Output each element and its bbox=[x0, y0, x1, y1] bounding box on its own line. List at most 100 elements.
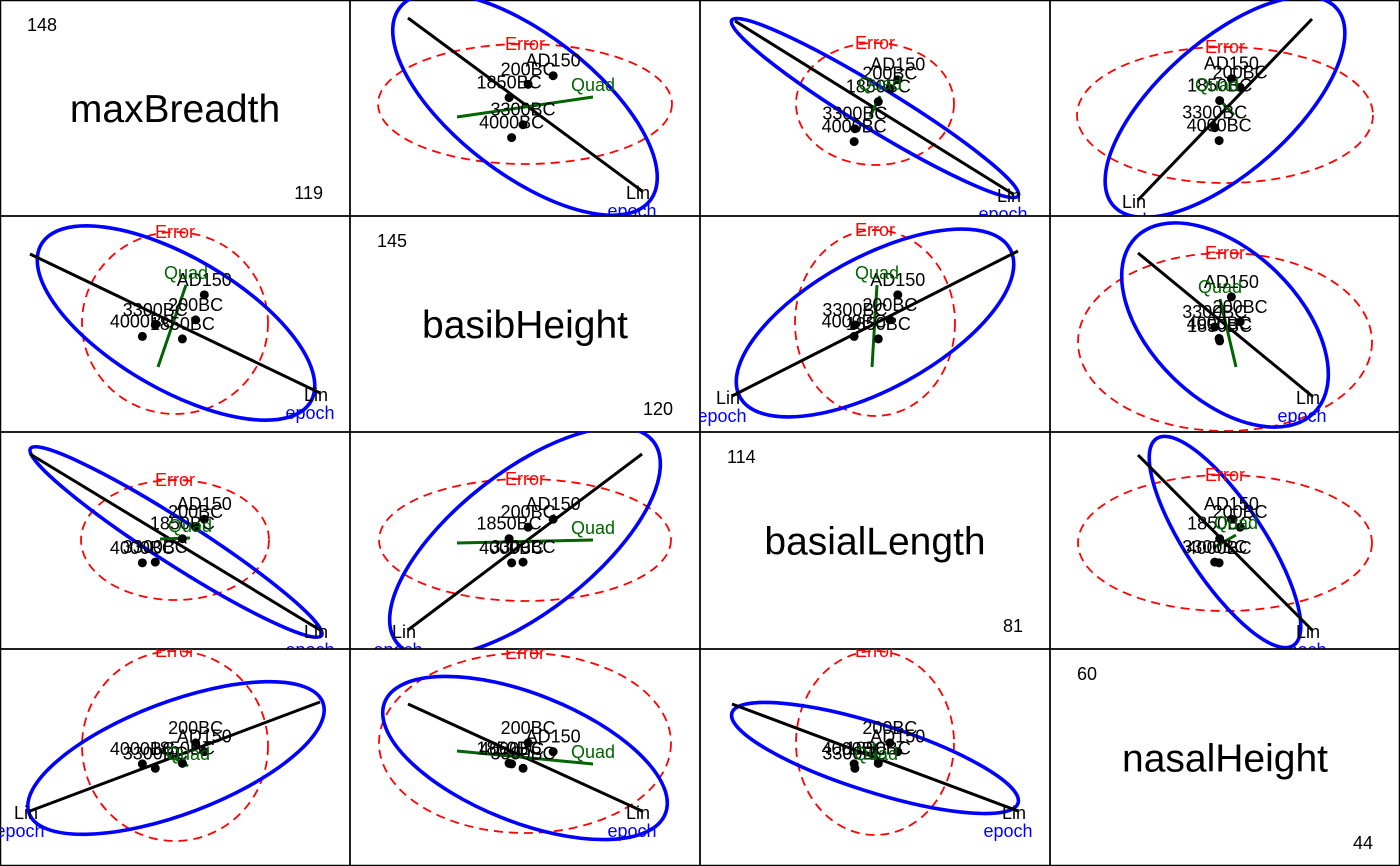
error-ellipse bbox=[795, 650, 955, 836]
lin-contrast-label: Lin bbox=[626, 183, 650, 203]
epoch-ellipse bbox=[1147, 434, 1303, 649]
group-mean-point bbox=[873, 334, 883, 344]
group-label: AD150 bbox=[1204, 54, 1259, 74]
epoch-ellipse-label: epoch bbox=[0, 821, 45, 841]
group-mean-point bbox=[137, 558, 147, 568]
range-min-label: 44 bbox=[1353, 833, 1373, 853]
group-mean-point bbox=[518, 557, 528, 567]
group-label: 4000BC bbox=[479, 113, 544, 133]
epoch-ellipse bbox=[1103, 0, 1347, 216]
group-mean-point bbox=[150, 763, 160, 773]
group-label: 3300BC bbox=[123, 743, 188, 763]
epoch-ellipse-label: epoch bbox=[697, 406, 746, 426]
group-mean-point bbox=[150, 557, 160, 567]
panel-basibHeight-maxBreadth: 4000BC3300BC1850BC200BCAD150ErrorepochLi… bbox=[0, 215, 351, 433]
quad-contrast-line bbox=[456, 95, 594, 119]
group-label: 200BC bbox=[501, 718, 556, 738]
panel-nasalHeight-basibHeight: 4000BC3300BC1850BC200BCAD150ErrorepochLi… bbox=[349, 648, 701, 866]
error-ellipse-label: Error bbox=[505, 469, 545, 489]
group-mean-point bbox=[191, 522, 201, 532]
quad-contrast-label: Quad bbox=[1214, 513, 1258, 533]
group-mean-point bbox=[1214, 136, 1224, 146]
panel-content: 4000BC3300BC1850BC200BCAD150ErrorepochLi… bbox=[377, 0, 673, 221]
quad-contrast-label: Quad bbox=[571, 75, 615, 95]
group-label: 200BC bbox=[1213, 502, 1268, 522]
lin-contrast-line bbox=[29, 700, 321, 813]
group-label: 200BC bbox=[862, 295, 917, 315]
panel-maxBreadth-maxBreadth: maxBreadth 148 119 bbox=[0, 0, 351, 217]
error-ellipse-label: Error bbox=[155, 641, 195, 661]
panel-nasalHeight-nasalHeight: nasalHeight 60 44 bbox=[1049, 648, 1400, 866]
group-label: 3300BC bbox=[491, 100, 556, 120]
quad-contrast-label: Quad bbox=[855, 263, 899, 283]
range-min-label: 81 bbox=[1003, 616, 1023, 636]
quad-contrast-label: Quad bbox=[854, 744, 898, 764]
lin-contrast-label: Lin bbox=[304, 385, 328, 405]
group-label: 200BC bbox=[1213, 297, 1268, 317]
epoch-ellipse-label: epoch bbox=[607, 201, 656, 221]
error-ellipse bbox=[377, 43, 673, 165]
panel-nasalHeight-basialLength: 4000BC3300BC1850BC200BCAD150ErrorepochLi… bbox=[699, 648, 1051, 866]
group-label: AD150 bbox=[526, 494, 581, 514]
group-label: 200BC bbox=[862, 718, 917, 738]
panel-maxBreadth-basialLength: 4000BC3300BC1850BC200BCAD150ErrorepochLi… bbox=[699, 0, 1051, 217]
group-mean-point bbox=[137, 331, 147, 341]
group-mean-point bbox=[548, 514, 558, 524]
variable-name-label: basialLength bbox=[764, 521, 985, 564]
group-mean-point bbox=[849, 137, 859, 147]
error-ellipse-label: Error bbox=[155, 470, 195, 490]
lin-contrast-label: Lin bbox=[626, 803, 650, 823]
group-label: 4000BC bbox=[1187, 538, 1252, 558]
group-label: 200BC bbox=[168, 718, 223, 738]
group-mean-point bbox=[885, 83, 895, 93]
group-mean-point bbox=[1235, 522, 1245, 532]
range-min-label: 119 bbox=[294, 183, 323, 203]
panel-content: 4000BC3300BC1850BC200BCAD150ErrorepochLi… bbox=[1076, 0, 1374, 216]
group-mean-point bbox=[518, 763, 528, 773]
group-label: 200BC bbox=[501, 59, 556, 79]
group-label: 4000BC bbox=[110, 538, 175, 558]
group-mean-point bbox=[177, 534, 187, 544]
group-label: 4000BC bbox=[110, 739, 175, 759]
panel-basialLength-nasalHeight: 4000BC3300BC1850BC200BCAD150ErrorepochLi… bbox=[1049, 431, 1400, 650]
range-min-label: 120 bbox=[643, 399, 673, 419]
variable-name-label: basibHeight bbox=[422, 304, 628, 347]
lin-contrast-line bbox=[1136, 17, 1314, 202]
error-ellipse bbox=[378, 652, 672, 834]
group-mean-point bbox=[1215, 534, 1225, 544]
group-mean-point bbox=[504, 758, 514, 768]
group-label: AD150 bbox=[177, 270, 232, 290]
range-max-label: 60 bbox=[1077, 664, 1097, 684]
epoch-ellipse bbox=[390, 0, 660, 216]
group-label: 1850BC bbox=[1187, 76, 1252, 96]
variable-name-label: maxBreadth bbox=[70, 88, 280, 131]
error-ellipse bbox=[794, 229, 956, 417]
group-label: 3300BC bbox=[1182, 103, 1247, 123]
error-ellipse bbox=[795, 42, 955, 166]
group-label: 3300BC bbox=[822, 104, 887, 124]
group-mean-point bbox=[518, 120, 528, 130]
group-mean-point bbox=[873, 758, 883, 768]
group-label: 4000BC bbox=[822, 739, 887, 759]
panel-content: 4000BC3300BC1850BC200BCAD150ErrorepochLi… bbox=[378, 649, 672, 842]
quad-contrast-line bbox=[156, 284, 188, 368]
epoch-ellipse-label: epoch bbox=[285, 403, 334, 423]
group-label: 3300BC bbox=[1182, 302, 1247, 322]
group-mean-point bbox=[137, 759, 147, 769]
quad-contrast-label: Quad bbox=[1195, 75, 1239, 95]
group-label: 1850BC bbox=[846, 314, 911, 334]
variable-name-label: nasalHeight bbox=[1122, 738, 1328, 781]
epoch-ellipse bbox=[35, 224, 317, 422]
error-ellipse bbox=[81, 650, 269, 842]
error-ellipse-label: Error bbox=[1205, 243, 1245, 263]
error-ellipse-label: Error bbox=[155, 222, 195, 242]
epoch-ellipse-label: epoch bbox=[607, 821, 656, 841]
group-mean-point bbox=[1210, 322, 1220, 332]
error-ellipse-label: Error bbox=[505, 34, 545, 54]
group-mean-point bbox=[893, 747, 903, 757]
group-mean-point bbox=[850, 124, 860, 134]
quad-contrast-line bbox=[456, 749, 594, 766]
quad-contrast-label: Quad bbox=[571, 518, 615, 538]
group-mean-point bbox=[850, 320, 860, 330]
